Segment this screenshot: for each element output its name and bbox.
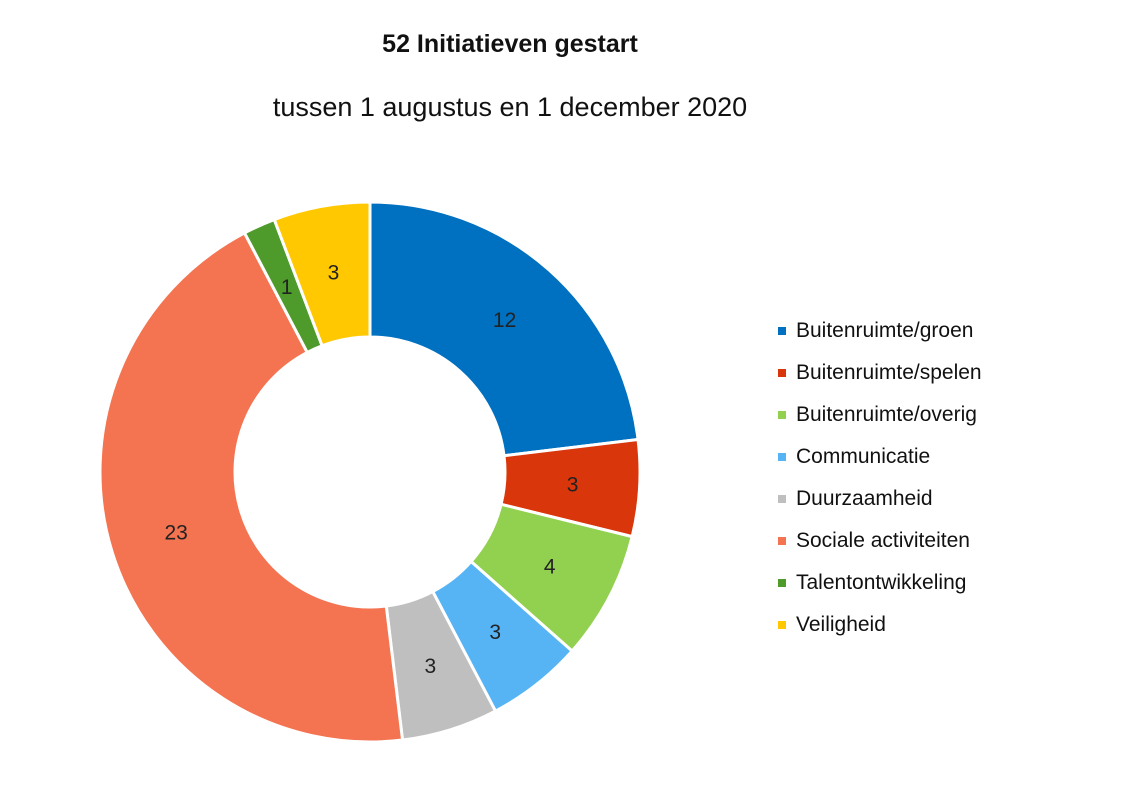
data-label: 12 [493, 309, 516, 332]
legend-item: Communicatie [778, 436, 982, 478]
data-label: 4 [544, 555, 556, 578]
legend-item: Sociale activiteiten [778, 520, 982, 562]
donut-slice-buitenruimte-groen [368, 200, 640, 458]
legend-label: Duurzaamheid [796, 487, 933, 510]
donut-slice-veiligheid [272, 200, 372, 348]
legend-label: Buitenruimte/spelen [796, 361, 982, 384]
data-label: 3 [489, 621, 501, 644]
legend-swatch [778, 537, 786, 545]
legend-label: Communicatie [796, 445, 931, 468]
data-label: 3 [425, 655, 437, 678]
legend-item: Talentontwikkeling [778, 562, 982, 604]
legend-swatch [778, 621, 786, 629]
legend-item: Buitenruimte/groen [778, 310, 982, 352]
legend-item: Duurzaamheid [778, 478, 982, 520]
chart-subtitle: tussen 1 augustus en 1 december 2020 [272, 92, 748, 122]
legend-swatch [778, 327, 786, 335]
legend-swatch [778, 495, 786, 503]
legend-label: Talentontwikkeling [796, 571, 967, 594]
chart-title: 52 Initiatieven gestart [382, 30, 638, 58]
data-label: 1 [281, 276, 293, 299]
legend-swatch [778, 369, 786, 377]
legend-item: Buitenruimte/spelen [778, 352, 982, 394]
legend-swatch [778, 411, 786, 419]
legend-item: Buitenruimte/overig [778, 394, 982, 436]
legend-swatch [778, 579, 786, 587]
legend-item: Veiligheid [778, 604, 982, 646]
legend-label: Buitenruimte/groen [796, 319, 974, 342]
legend-label: Veiligheid [796, 613, 886, 636]
legend-swatch [778, 453, 786, 461]
data-label: 23 [165, 521, 188, 544]
legend-label: Sociale activiteiten [796, 529, 970, 552]
data-label: 3 [567, 473, 579, 496]
donut-slice-sociale-activiteiten [98, 230, 405, 744]
data-label: 3 [328, 261, 340, 284]
legend: Buitenruimte/groen Buitenruimte/spelen Bui… [778, 310, 982, 646]
legend-label: Buitenruimte/overig [796, 403, 977, 426]
